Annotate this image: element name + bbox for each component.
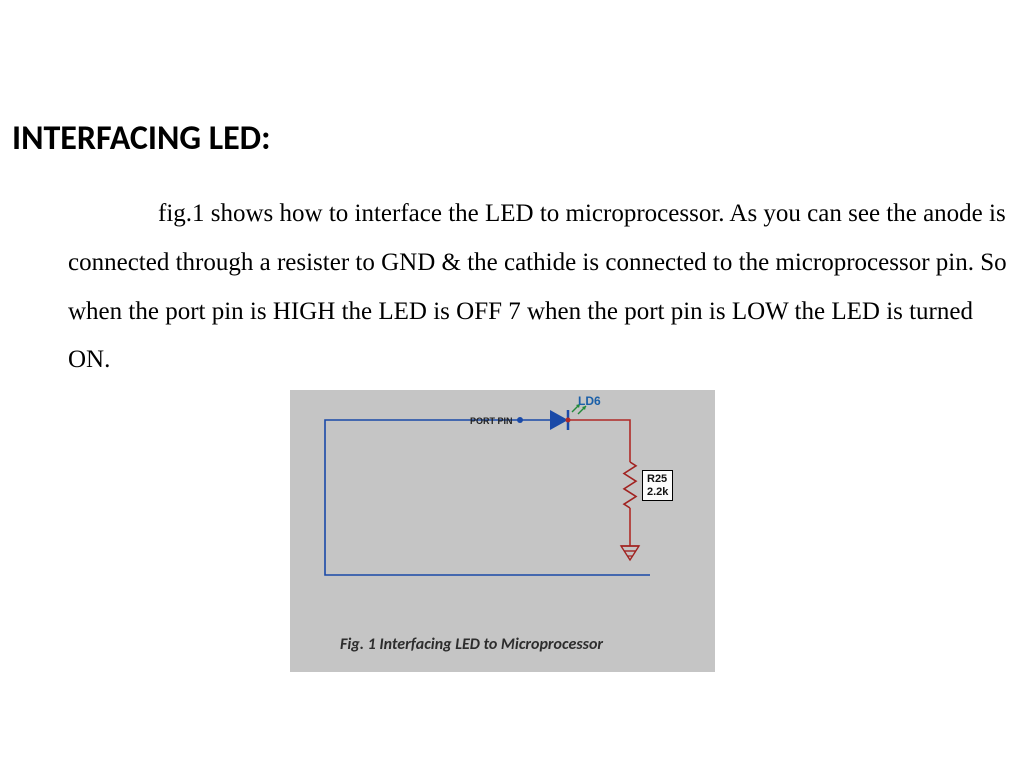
resistor-value: 2.2k bbox=[647, 486, 668, 499]
figure-panel: PORT PIN LD6 R25 2.2k Fig. 1 Interfacing… bbox=[290, 390, 715, 672]
page-heading: INTERFACING LED: bbox=[12, 118, 271, 159]
resistor-ref: R25 bbox=[647, 473, 668, 486]
body-text-content: fig.1 shows how to interface the LED to … bbox=[68, 200, 1007, 373]
body-paragraph: fig.1 shows how to interface the LED to … bbox=[68, 190, 1018, 385]
resistor-label-box: R25 2.2k bbox=[642, 470, 673, 501]
led-ref-label: LD6 bbox=[578, 394, 601, 408]
figure-caption: Fig. 1 Interfacing LED to Microprocessor bbox=[340, 635, 603, 654]
port-pin-label: PORT PIN bbox=[470, 416, 513, 426]
